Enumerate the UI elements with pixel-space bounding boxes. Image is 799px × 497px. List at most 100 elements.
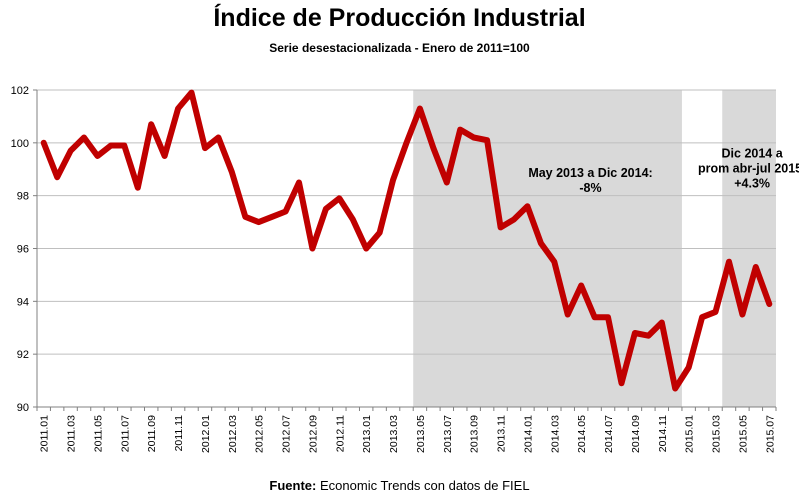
data-point-2012.03	[230, 170, 234, 174]
data-point-2011.03	[69, 149, 73, 153]
data-point-2011.11	[176, 106, 180, 110]
axes	[33, 89, 777, 411]
x-tick-label-2015.03: 2015.03	[711, 415, 723, 453]
data-point-2013.04	[405, 141, 408, 145]
x-tick-label-2013.07: 2013.07	[442, 415, 454, 453]
x-tick-label-2012.11: 2012.11	[334, 415, 346, 452]
chart-footer: Fuente: Economic Trends con datos de FIE…	[0, 478, 799, 493]
annotation-1-line-2: -8%	[579, 181, 601, 195]
chart-subtitle: Serie desestacionalizada - Enero de 2011…	[269, 41, 530, 55]
data-point-2013.12	[512, 217, 516, 221]
footer-text: Economic Trends con datos de FIEL	[320, 478, 530, 493]
data-point-2014.08	[619, 381, 623, 385]
y-tick-label-98: 98	[17, 191, 29, 203]
data-point-2011.10	[163, 154, 167, 158]
data-point-2011.02	[55, 175, 59, 179]
data-point-2014.01	[525, 204, 529, 208]
data-point-2014.10	[646, 334, 650, 338]
series-index	[40, 89, 773, 392]
x-tick-label-2013.03: 2013.03	[388, 415, 400, 453]
data-point-2013.08	[458, 128, 462, 132]
annotation-2-line-2: prom abr-jul 2015:	[698, 161, 799, 175]
x-tick-label-2014.07: 2014.07	[603, 415, 615, 453]
footer-label: Fuente:	[269, 478, 317, 493]
data-point-2011.12	[190, 91, 194, 95]
x-tick-label-2012.01: 2012.01	[200, 415, 212, 453]
y-tick-label-102: 102	[11, 85, 29, 97]
data-point-2013.03	[391, 178, 395, 182]
data-point-2013.01	[364, 247, 368, 250]
data-point-2015.01	[687, 365, 691, 369]
x-tick-label-2013.09: 2013.09	[469, 415, 481, 453]
x-tick-label-2014.01: 2014.01	[522, 415, 534, 453]
data-point-2014.12	[673, 387, 677, 391]
x-tick-label-2015.07: 2015.07	[764, 415, 776, 453]
y-tick-labels: 90 92 94 96 98 100 102	[11, 85, 29, 414]
y-tick-label-96: 96	[17, 244, 29, 256]
x-tick-label-2012.03: 2012.03	[227, 415, 239, 453]
data-point-2011.01	[42, 141, 46, 145]
data-point-2011.08	[136, 186, 140, 190]
data-point-2011.07	[122, 143, 126, 147]
data-point-2012.11	[337, 196, 341, 200]
data-point-2013.11	[499, 225, 503, 229]
x-tick-label-2014.05: 2014.05	[576, 415, 588, 453]
data-point-2011.04	[82, 136, 86, 140]
data-point-2011.09	[149, 122, 153, 126]
data-point-2015.04	[727, 260, 731, 264]
data-point-2014.03	[552, 260, 556, 264]
chart-title: Índice de Producción Industrial	[213, 4, 586, 32]
x-tick-label-2011.05: 2011.05	[92, 415, 104, 452]
data-point-2014.04	[566, 313, 570, 317]
x-tick-label-2013.11: 2013.11	[496, 415, 508, 452]
data-point-2013.02	[378, 231, 382, 235]
data-point-2012.06	[270, 215, 274, 219]
x-tick-label-2014.11: 2014.11	[657, 415, 669, 452]
data-point-2013.09	[472, 136, 476, 140]
y-tick-label-94: 94	[17, 296, 29, 308]
data-point-2012.12	[351, 217, 355, 221]
x-tick-label-2014.03: 2014.03	[549, 415, 561, 453]
data-point-2015.03	[714, 310, 718, 314]
data-point-2012.02	[216, 136, 220, 140]
data-point-2012.10	[324, 207, 328, 211]
data-point-2015.06	[754, 265, 758, 269]
data-point-2011.05	[95, 154, 99, 158]
x-tick-label-2012.07: 2012.07	[281, 415, 293, 453]
x-tick-label-2011.07: 2011.07	[119, 415, 131, 452]
x-tick-label-2015.05: 2015.05	[737, 415, 749, 453]
x-tick-label-2012.09: 2012.09	[307, 415, 319, 453]
data-point-2012.09	[310, 247, 314, 250]
x-tick-label-2012.05: 2012.05	[254, 415, 266, 453]
data-point-2012.08	[297, 180, 301, 184]
annotation-2-line-3: +4.3%	[734, 176, 770, 190]
x-tick-label-2011.11: 2011.11	[173, 415, 185, 452]
y-tick-label-90: 90	[17, 402, 29, 414]
data-point-2014.02	[539, 241, 543, 245]
data-point-2012.04	[243, 215, 247, 219]
x-tick-label-2014.09: 2014.09	[630, 415, 642, 453]
data-point-2013.07	[445, 180, 449, 184]
data-point-2015.07	[767, 302, 771, 306]
data-point-2012.01	[203, 146, 207, 150]
data-point-2014.05	[579, 283, 583, 287]
y-tick-label-92: 92	[17, 349, 29, 361]
data-point-2015.05	[740, 313, 744, 317]
y-tick-label-100: 100	[11, 138, 29, 150]
annotation-2-line-1: Dic 2014 a	[722, 146, 784, 160]
x-tick-label-2013.05: 2013.05	[415, 415, 427, 453]
x-tick-label-2011.09: 2011.09	[146, 415, 158, 452]
data-point-2015.02	[700, 315, 704, 319]
data-point-2014.11	[660, 320, 664, 324]
data-point-2014.09	[633, 331, 637, 335]
data-point-2012.05	[257, 220, 261, 224]
x-tick-labels: 2011.01 2011.03 2011.05 2011.07 2011.09 2011.…	[39, 415, 777, 453]
x-tick-label-2011.03: 2011.03	[66, 415, 78, 452]
data-point-2014.07	[606, 315, 610, 319]
x-tick-label-2011.01: 2011.01	[39, 415, 51, 452]
x-tick-label-2015.01: 2015.01	[684, 415, 696, 453]
data-point-2011.06	[109, 143, 113, 147]
data-point-2012.07	[284, 210, 288, 214]
data-point-2013.05	[418, 106, 422, 110]
